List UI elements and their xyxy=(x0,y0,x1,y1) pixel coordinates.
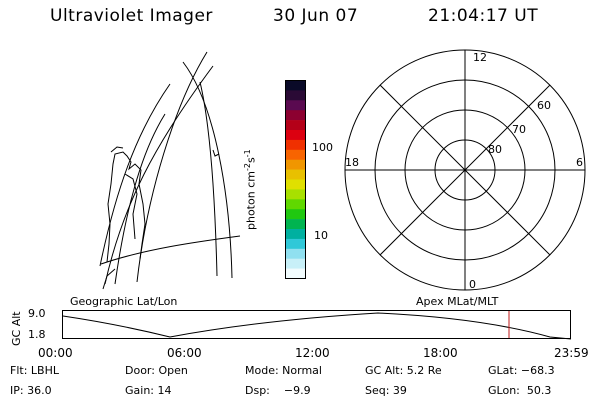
unit-photon: photon cm xyxy=(244,171,258,230)
timeline-axis-label: GC Alt xyxy=(10,311,23,346)
info-filter: Flt: LBHL xyxy=(10,364,59,377)
colorbar-cell xyxy=(285,229,306,240)
right-panel-caption: Apex MLat/MLT xyxy=(416,295,499,308)
colorbar-cell xyxy=(285,248,306,259)
colorbar-cell xyxy=(285,110,306,121)
info-mode: Mode: Normal xyxy=(245,364,322,377)
map-meridian xyxy=(104,65,214,285)
polar-diagonal xyxy=(379,84,551,256)
map-meridian xyxy=(99,83,171,267)
info-glon: GLon: 50.3 xyxy=(488,384,552,397)
colorbar-tick-10: 10 xyxy=(314,229,328,242)
unit-sup2: -1 xyxy=(243,149,252,158)
colorbar-cell xyxy=(285,238,306,250)
info-seq: Seq: 39 xyxy=(365,384,407,397)
mlt-label-18: 18 xyxy=(345,156,359,169)
timeline-y-max: 9.0 xyxy=(28,307,46,320)
colorbar-cell xyxy=(285,179,306,190)
colorbar-cell xyxy=(285,209,306,220)
colorbar-cell xyxy=(285,199,306,210)
geographic-map xyxy=(99,51,241,290)
mlat-label-80: 80 xyxy=(488,143,502,156)
mlt-label-12: 12 xyxy=(473,51,487,64)
colorbar-cell xyxy=(285,80,306,91)
info-ip: IP: 36.0 xyxy=(10,384,52,397)
timeline-x-label-3: 18:00 xyxy=(423,346,458,360)
timeline-y-min: 1.8 xyxy=(28,328,46,341)
map-coastline xyxy=(212,149,220,157)
colorbar-cell xyxy=(285,149,306,160)
mlat-label-60: 60 xyxy=(537,99,551,112)
colorbar-cell xyxy=(285,258,306,269)
observation-time: 21:04:17 UT xyxy=(428,6,539,26)
colorbar-cell xyxy=(285,139,306,151)
altitude-curve xyxy=(62,312,572,340)
colorbar-cell xyxy=(285,120,306,131)
map-meridian xyxy=(199,81,218,277)
map-coastline xyxy=(102,268,116,290)
colorbar-tick-100: 100 xyxy=(312,141,333,154)
unit-sup1: -2 xyxy=(243,163,252,172)
instrument-title: Ultraviolet Imager xyxy=(50,6,213,26)
colorbar-cell xyxy=(285,100,306,111)
polar-plot: 12 18 6 0 60 70 80 xyxy=(344,49,586,291)
colorbar-cell xyxy=(285,159,306,170)
colorbar-cell xyxy=(285,90,306,101)
colorbar-cell xyxy=(285,268,306,279)
timeline-frame xyxy=(62,310,571,339)
timeline-plot xyxy=(62,310,572,340)
colorbar xyxy=(285,80,306,279)
mlt-label-6: 6 xyxy=(576,156,583,169)
mlt-label-0: 0 xyxy=(469,278,476,291)
map-meridian xyxy=(182,61,233,279)
map-coastline xyxy=(124,173,138,240)
mlat-label-70: 70 xyxy=(512,123,526,136)
unit-s: s xyxy=(244,157,258,164)
colorbar-unit: photon cm-2s-1 xyxy=(243,149,258,230)
observation-date: 30 Jun 07 xyxy=(273,6,359,26)
timeline-x-label-1: 06:00 xyxy=(167,346,202,360)
colorbar-cell xyxy=(285,130,306,141)
info-gc-alt: GC Alt: 5.2 Re xyxy=(365,364,442,377)
colorbar-cell xyxy=(285,189,306,200)
info-dsp: Dsp: −9.9 xyxy=(245,384,311,397)
map-meridian xyxy=(114,113,166,285)
info-door: Door: Open xyxy=(125,364,188,377)
colorbar-cell xyxy=(285,169,306,180)
timeline-x-label-4: 23:59 xyxy=(554,346,589,360)
timeline-x-label-2: 12:00 xyxy=(295,346,330,360)
info-gain: Gain: 14 xyxy=(125,384,172,397)
timeline-x-label-0: 00:00 xyxy=(38,346,73,360)
colorbar-cell xyxy=(285,219,306,230)
info-glat: GLat: −68.3 xyxy=(488,364,555,377)
left-panel-caption: Geographic Lat/Lon xyxy=(70,295,178,308)
map-coastline xyxy=(106,146,146,263)
map-parallel xyxy=(100,235,241,265)
